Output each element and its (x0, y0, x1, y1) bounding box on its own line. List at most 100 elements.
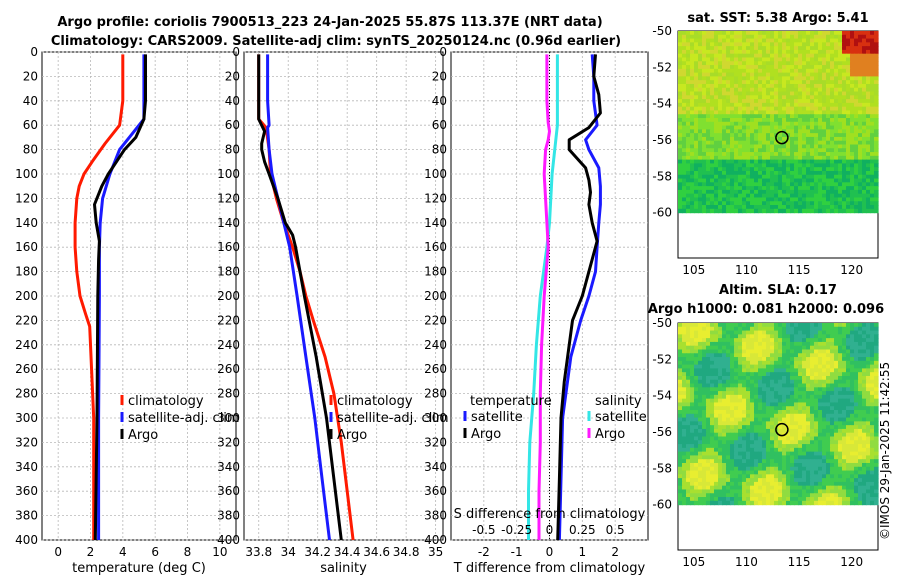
heatmap-cell (850, 493, 855, 498)
heatmap-cell (718, 152, 723, 157)
heatmap-cell (806, 121, 811, 127)
heatmap-cell (774, 31, 779, 36)
heatmap-cell (690, 182, 695, 187)
heatmap-cell (722, 383, 727, 388)
heatmap-cell (690, 364, 695, 369)
heatmap-cell (714, 53, 719, 59)
heatmap-cell (714, 46, 719, 51)
heatmap-cell (774, 338, 779, 343)
heatmap-cell (726, 65, 731, 70)
heatmap-cell (822, 106, 827, 112)
heatmap-cell (802, 110, 807, 115)
heatmap-cell (770, 114, 775, 119)
heatmap-cell (802, 466, 807, 472)
heatmap-cell (690, 68, 695, 74)
heatmap-cell (754, 470, 759, 475)
heatmap-cell (762, 417, 767, 422)
heatmap-cell (874, 155, 879, 161)
heatmap-cell (858, 197, 863, 202)
heatmap-cell (698, 383, 703, 388)
heatmap-cell (822, 57, 827, 62)
heatmap-cell (766, 481, 771, 487)
heatmap-cell (790, 368, 795, 373)
heatmap-cell (698, 110, 703, 115)
heatmap-cell (818, 398, 823, 404)
heatmap-cell (782, 493, 787, 498)
heatmap-cell (806, 341, 811, 347)
heatmap-cell (738, 323, 743, 328)
heatmap-cell (862, 379, 867, 385)
heatmap-cell (690, 410, 695, 415)
heatmap-cell (758, 95, 763, 100)
heatmap-cell (766, 497, 771, 502)
heatmap-cell (762, 205, 767, 210)
heatmap-cell (770, 193, 775, 199)
heatmap-cell (762, 65, 767, 70)
heatmap-cell (866, 83, 871, 89)
heatmap-cell (770, 178, 775, 183)
heatmap-cell (754, 34, 759, 40)
heatmap-cell (682, 462, 687, 468)
heatmap-cell (874, 334, 879, 339)
heatmap-cell (694, 398, 699, 404)
heatmap-cell (842, 87, 847, 93)
heatmap-cell (722, 125, 727, 130)
heatmap-cell (762, 375, 767, 381)
heatmap-cell (774, 189, 779, 195)
heatmap-cell (818, 379, 823, 385)
heatmap-cell (722, 493, 727, 498)
heatmap-cell (742, 360, 747, 366)
heatmap-cell (822, 387, 827, 392)
heatmap-cell (826, 205, 831, 210)
heatmap-cell (750, 152, 755, 157)
heatmap-cell (698, 338, 703, 343)
heatmap-cell (822, 201, 827, 206)
heatmap-cell (734, 31, 739, 36)
heatmap-cell (694, 72, 699, 77)
heatmap-cell (746, 167, 751, 172)
heatmap-cell (862, 38, 867, 43)
heatmap-cell (706, 474, 711, 479)
heatmap-cell (802, 80, 807, 85)
heatmap-cell (762, 118, 767, 123)
heatmap-cell (762, 155, 767, 161)
heatmap-cell (850, 91, 855, 96)
heatmap-cell (814, 170, 819, 176)
heatmap-cell (798, 201, 803, 206)
heatmap-cell (794, 178, 799, 183)
heatmap-cell (746, 42, 751, 47)
heatmap-cell (842, 178, 847, 183)
heatmap-cell (814, 136, 819, 142)
heatmap-cell (810, 76, 815, 81)
heatmap-cell (830, 444, 835, 449)
heatmap-cell (810, 360, 815, 366)
argo-position-marker (775, 130, 789, 145)
heatmap-cell (694, 148, 699, 153)
heatmap-cell (806, 357, 811, 362)
heatmap-cell (678, 349, 683, 354)
heatmap-cell (782, 72, 787, 77)
heatmap-cell (818, 481, 823, 487)
heatmap-cell (746, 95, 751, 100)
heatmap-cell (798, 485, 803, 491)
heatmap-cell (790, 421, 795, 426)
heatmap-cell (838, 65, 843, 70)
heatmap-cell (782, 182, 787, 187)
heatmap-cell (834, 375, 839, 381)
heatmap-cell (798, 76, 803, 81)
heatmap-cell (686, 144, 691, 149)
heatmap-cell (790, 428, 795, 434)
heatmap-cell (702, 65, 707, 70)
heatmap-cell (782, 428, 787, 434)
heatmap-cell (766, 46, 771, 51)
heatmap-cell (790, 136, 795, 142)
heatmap-cell (854, 326, 859, 332)
heatmap-cell (758, 410, 763, 415)
heatmap-cell (874, 372, 879, 377)
heatmap-cell (698, 470, 703, 475)
heatmap-cell (694, 440, 699, 445)
heatmap-cell (710, 462, 715, 468)
heatmap-cell (842, 330, 847, 335)
heatmap-cell (738, 152, 743, 157)
heatmap-cell (738, 201, 743, 206)
